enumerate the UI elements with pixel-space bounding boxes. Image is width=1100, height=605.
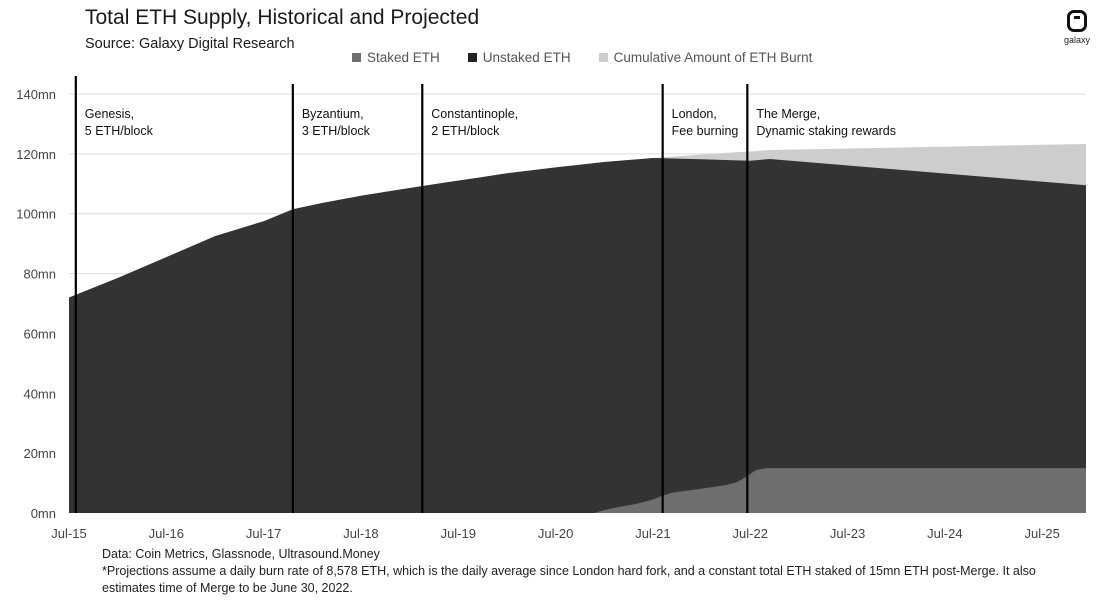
event-label: 2 ETH/block xyxy=(431,124,500,138)
chart-legend: Staked ETH Unstaked ETH Cumulative Amoun… xyxy=(352,50,812,65)
x-tick-label: Jul-16 xyxy=(149,526,184,541)
x-tick-label: Jul-19 xyxy=(441,526,476,541)
x-tick-label: Jul-24 xyxy=(927,526,962,541)
galaxy-logo-text: galaxy xyxy=(1063,35,1090,45)
x-tick-label: Jul-15 xyxy=(51,526,86,541)
y-tick-label: 60mn xyxy=(23,326,56,341)
legend-item-burnt: Cumulative Amount of ETH Burnt xyxy=(598,50,813,65)
event-label: Dynamic staking rewards xyxy=(756,124,896,138)
legend-label-burnt: Cumulative Amount of ETH Burnt xyxy=(613,50,813,65)
event-label: Constantinople, xyxy=(431,107,518,121)
galaxy-logo-icon xyxy=(1067,10,1087,32)
y-tick-label: 100mn xyxy=(16,207,56,222)
chart-subtitle: Source: Galaxy Digital Research xyxy=(85,36,295,52)
legend-swatch-unstaked xyxy=(467,53,477,62)
legend-item-unstaked: Unstaked ETH xyxy=(467,50,571,65)
footnote-note: *Projections assume a daily burn rate of… xyxy=(102,564,1036,595)
x-tick-label: Jul-22 xyxy=(733,526,768,541)
legend-swatch-burnt xyxy=(598,53,608,62)
y-tick-label: 80mn xyxy=(23,267,56,282)
x-tick-label: Jul-18 xyxy=(343,526,378,541)
y-tick-label: 120mn xyxy=(16,147,56,162)
legend-swatch-staked xyxy=(352,53,361,62)
legend-item-staked: Staked ETH xyxy=(352,50,440,65)
x-tick-label: Jul-20 xyxy=(538,526,573,541)
event-label: Fee burning xyxy=(672,124,739,138)
event-label: 5 ETH/block xyxy=(85,124,154,138)
footnote-source: Data: Coin Metrics, Glassnode, Ultrasoun… xyxy=(102,547,380,561)
y-tick-label: 0mn xyxy=(31,506,56,521)
event-label: Genesis, xyxy=(85,107,134,121)
event-label: Byzantium, xyxy=(302,107,364,121)
legend-label-staked: Staked ETH xyxy=(367,50,440,65)
event-label: The Merge, xyxy=(756,107,820,121)
y-tick-label: 20mn xyxy=(23,446,56,461)
event-label: London, xyxy=(672,107,717,121)
x-tick-label: Jul-21 xyxy=(635,526,670,541)
legend-label-unstaked: Unstaked ETH xyxy=(482,50,571,65)
x-tick-label: Jul-17 xyxy=(246,526,281,541)
galaxy-logo: galaxy xyxy=(1062,10,1092,45)
event-label: 3 ETH/block xyxy=(302,124,371,138)
x-tick-label: Jul-23 xyxy=(830,526,865,541)
y-tick-label: 140mn xyxy=(16,87,56,102)
y-tick-label: 40mn xyxy=(23,386,56,401)
staked-eth-area xyxy=(594,468,1086,513)
unstaked-eth-area xyxy=(69,158,1086,513)
eth-supply-chart: 0mn 20mn 40mn 60mn 80mn 100mn 120mn 140mn Jul-15… xyxy=(16,76,1086,541)
x-tick-label: Jul-25 xyxy=(1024,526,1059,541)
footnote: Data: Coin Metrics, Glassnode, Ultrasoun… xyxy=(102,546,1042,597)
chart-title: Total ETH Supply, Historical and Project… xyxy=(85,6,480,29)
